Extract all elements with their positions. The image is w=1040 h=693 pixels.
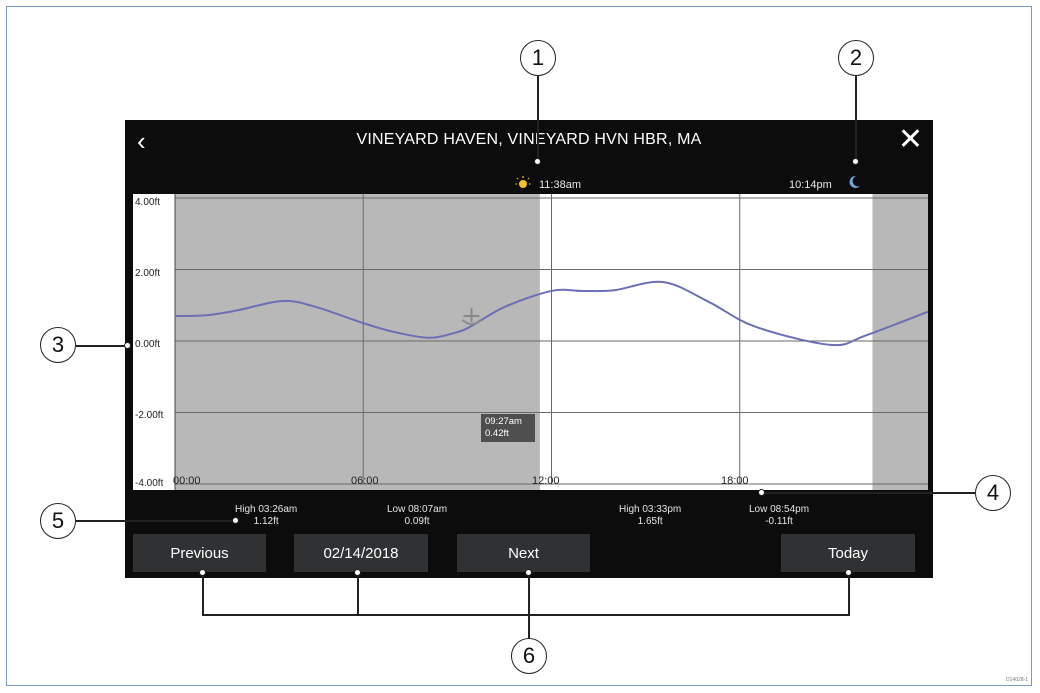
figure-code: D14028-1 <box>1006 677 1028 683</box>
previous-button[interactable]: Previous <box>133 534 266 572</box>
date-button[interactable]: 02/14/2018 <box>294 534 428 572</box>
callout-dot <box>124 342 131 349</box>
callout-leader <box>76 345 126 347</box>
callout-leader <box>528 576 530 639</box>
tide-event: High 03:33pm 1.65ft <box>619 504 681 528</box>
tide-event-label: Low 08:54pm <box>749 504 810 515</box>
y-tick-label: 0.00ft <box>135 339 161 350</box>
callout-dot <box>534 158 541 165</box>
y-tick-label: 2.00ft <box>135 268 161 279</box>
callout-leader <box>76 520 234 522</box>
cursor-tooltip: 09:27am 0.42ft <box>481 414 535 442</box>
callout-leader <box>762 492 975 494</box>
callout-leader <box>537 76 539 160</box>
today-button[interactable]: Today <box>781 534 915 572</box>
sun-time: 11:38am <box>539 179 581 191</box>
x-tick-label: 00:00 <box>173 475 201 487</box>
tide-event-height: 1.65ft <box>637 516 663 527</box>
title-bar: ‹ VINEYARD HAVEN, VINEYARD HVN HBR, MA ✕ <box>125 120 933 162</box>
cursor-value: 0.42ft <box>485 428 509 439</box>
tide-event-label: Low 08:07am <box>387 504 448 515</box>
callout-leader <box>855 76 857 160</box>
tide-event: Low 08:07am 0.09ft <box>387 504 447 528</box>
tide-event-height: -0.11ft <box>765 516 793 527</box>
tide-event-label: High 03:26am <box>235 504 298 515</box>
close-icon[interactable]: ✕ <box>897 123 923 156</box>
sun-moon-row: 11:38am 10:14pm <box>125 162 933 192</box>
tide-screen: ‹ VINEYARD HAVEN, VINEYARD HVN HBR, MA ✕… <box>125 120 933 578</box>
moon-icon <box>849 175 860 188</box>
x-tick-label: 06:00 <box>351 475 379 487</box>
callout-leader <box>848 576 850 615</box>
callout-leader <box>357 576 359 615</box>
callout-4: 4 <box>975 475 1011 511</box>
cursor-time: 09:27am <box>485 416 522 427</box>
callout-6: 6 <box>511 638 547 674</box>
tide-event-height: 0.09ft <box>404 516 430 527</box>
y-tick-label: 4.00ft <box>135 197 161 208</box>
tide-chart[interactable]: 4.00ft 2.00ft 0.00ft -2.00ft -4.00ft 00:… <box>133 194 928 490</box>
tide-line <box>174 280 928 347</box>
callout-dot <box>232 517 239 524</box>
callout-dot <box>354 569 361 576</box>
moon-time: 10:14pm <box>789 179 832 191</box>
y-tick-label: -4.00ft <box>135 478 164 489</box>
callout-dot <box>852 158 859 165</box>
callout-2: 2 <box>838 40 874 76</box>
page-title: VINEYARD HAVEN, VINEYARD HVN HBR, MA <box>356 131 702 148</box>
y-tick-label: -2.00ft <box>135 410 164 421</box>
figure-frame <box>6 6 1032 686</box>
x-tick-label: 12:00 <box>532 475 560 487</box>
callout-dot <box>525 569 532 576</box>
tide-event-height: 1.12ft <box>253 516 279 527</box>
callout-leader <box>202 576 204 615</box>
sun-icon <box>515 176 531 188</box>
x-tick-label: 18:00 <box>721 475 749 487</box>
cursor-marker <box>461 319 482 325</box>
callout-dot <box>845 569 852 576</box>
callout-1: 1 <box>520 40 556 76</box>
callout-leader <box>202 614 850 616</box>
tide-events: High 03:26am 1.12ft Low 08:07am 0.09ft H… <box>125 502 933 534</box>
callout-5: 5 <box>40 503 76 539</box>
night-shading <box>175 194 540 490</box>
next-button[interactable]: Next <box>457 534 590 572</box>
callout-dot <box>758 489 765 496</box>
tide-event: High 03:26am 1.12ft <box>235 504 297 528</box>
tide-chart-svg <box>174 194 928 490</box>
callout-3: 3 <box>40 327 76 363</box>
chevron-left-icon[interactable]: ‹ <box>137 126 146 156</box>
callout-dot <box>199 569 206 576</box>
tide-event-label: High 03:33pm <box>619 504 682 515</box>
night-shading <box>872 194 928 490</box>
tide-event: Low 08:54pm -0.11ft <box>749 504 809 528</box>
